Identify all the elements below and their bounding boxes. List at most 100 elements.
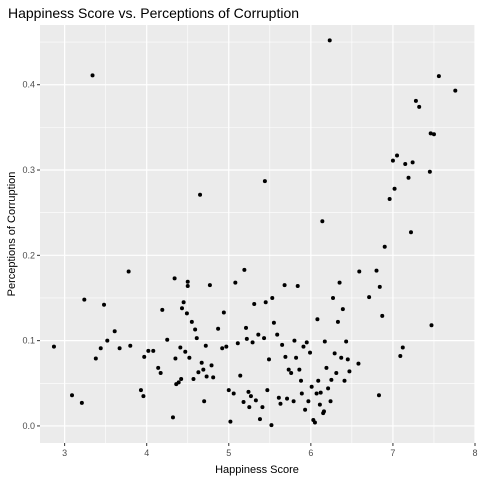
x-tick-label: 6	[308, 448, 313, 458]
data-point	[339, 355, 344, 360]
data-point	[382, 244, 387, 249]
data-point	[270, 295, 275, 300]
data-point	[297, 367, 302, 372]
chart-title: Happiness Score vs. Perceptions of Corru…	[8, 5, 299, 21]
data-point	[417, 104, 422, 109]
plot-panel	[40, 25, 475, 443]
data-point	[262, 179, 267, 184]
data-point	[337, 280, 342, 285]
data-point	[303, 407, 308, 412]
data-point	[221, 310, 226, 315]
data-point	[246, 389, 251, 394]
data-point	[160, 307, 165, 312]
data-point	[185, 284, 190, 289]
data-point	[256, 332, 261, 337]
data-point	[105, 338, 110, 343]
data-point	[203, 343, 208, 348]
data-point	[228, 419, 233, 424]
data-point	[265, 388, 270, 393]
data-point	[413, 98, 418, 103]
data-point	[224, 344, 229, 349]
data-point	[244, 336, 249, 341]
data-point	[331, 295, 336, 300]
data-point	[263, 300, 268, 305]
data-point	[141, 394, 146, 399]
data-point	[90, 73, 95, 78]
data-point	[301, 344, 306, 349]
data-point	[322, 339, 327, 344]
data-point	[376, 393, 381, 398]
data-point	[128, 343, 133, 348]
data-point	[283, 354, 288, 359]
data-point	[398, 353, 403, 358]
data-point	[179, 306, 184, 311]
data-point	[93, 356, 98, 361]
data-point	[410, 160, 415, 165]
data-point	[181, 300, 186, 305]
data-point	[271, 320, 276, 325]
data-point	[328, 399, 333, 404]
data-point	[184, 311, 189, 316]
data-point	[262, 336, 267, 341]
data-point	[329, 377, 334, 382]
y-tick-label: 0.2	[22, 250, 35, 260]
data-point	[316, 378, 321, 383]
data-point	[314, 391, 319, 396]
data-point	[304, 340, 309, 345]
data-point	[117, 346, 122, 351]
data-point	[165, 337, 170, 342]
data-point	[142, 354, 147, 359]
data-point	[196, 370, 201, 375]
data-point	[276, 395, 281, 400]
data-point	[185, 279, 190, 284]
data-point	[211, 375, 216, 380]
data-point	[257, 417, 262, 422]
data-point	[294, 355, 299, 360]
data-point	[269, 423, 274, 428]
x-tick-label: 8	[472, 448, 477, 458]
data-point	[247, 405, 252, 410]
data-point	[112, 329, 117, 334]
x-tick-label: 4	[144, 448, 149, 458]
data-point	[209, 363, 214, 368]
data-point	[436, 74, 441, 79]
data-point	[278, 401, 283, 406]
major-gridlines	[40, 25, 476, 443]
data-point	[334, 371, 339, 376]
data-point	[321, 409, 326, 414]
data-point	[342, 378, 347, 383]
data-point	[202, 399, 207, 404]
data-point	[248, 394, 253, 399]
data-point	[320, 219, 325, 224]
data-point	[312, 420, 317, 425]
data-point	[429, 323, 434, 328]
y-tick-label: 0.3	[22, 165, 35, 175]
data-point	[194, 336, 199, 341]
data-point	[201, 367, 206, 372]
data-point	[183, 349, 188, 354]
data-point	[220, 346, 225, 351]
data-point	[250, 340, 255, 345]
x-tick-label: 5	[226, 448, 231, 458]
data-point	[428, 131, 433, 136]
data-point	[179, 377, 184, 382]
data-point	[266, 357, 271, 362]
y-tick-label: 0.4	[22, 80, 35, 90]
data-point	[189, 319, 194, 324]
data-point	[299, 391, 304, 396]
x-tick-label: 7	[390, 448, 395, 458]
data-point	[326, 386, 331, 391]
data-point	[403, 162, 408, 167]
data-point	[377, 284, 382, 289]
x-axis-title: Happiness Score	[215, 464, 299, 476]
data-point	[138, 388, 143, 393]
data-point	[367, 295, 372, 300]
data-point	[176, 380, 181, 385]
data-point	[285, 396, 290, 401]
data-point	[146, 348, 151, 353]
data-point	[199, 360, 204, 365]
x-tick-label: 3	[62, 448, 67, 458]
data-point	[392, 186, 397, 191]
data-point	[235, 341, 240, 346]
minor-gridlines	[40, 25, 475, 443]
